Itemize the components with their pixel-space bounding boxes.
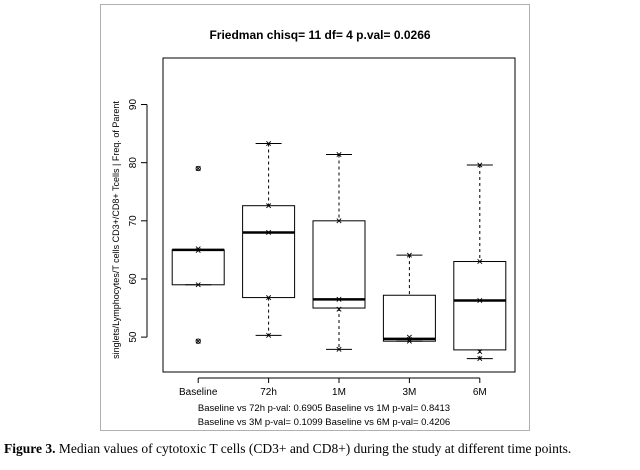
box-body <box>312 220 366 309</box>
data-point <box>336 306 342 312</box>
y-tick-label: 80 <box>128 157 139 169</box>
annotation-line-1: Baseline vs 72h p-val: 0.6905 Baseline v… <box>198 403 450 414</box>
box-body <box>382 294 436 342</box>
data-point <box>195 247 201 253</box>
y-tick-label: 70 <box>128 215 139 227</box>
data-point <box>477 349 483 355</box>
box-6m <box>453 162 507 362</box>
y-tick-label: 50 <box>128 331 139 343</box>
data-point <box>336 218 342 224</box>
data-point <box>266 203 272 209</box>
outlier-point <box>195 338 201 344</box>
data-point <box>195 165 201 171</box>
data-point <box>195 246 201 252</box>
data-point <box>266 332 272 338</box>
box-plot: Friedman chisq= 11 df= 4 p.val= 0.0266 5… <box>111 28 516 428</box>
data-point <box>477 356 483 362</box>
x-axis: Baseline 72h 1M 3M 6M <box>179 377 487 398</box>
data-point <box>477 297 483 303</box>
x-tick-label: 1M <box>332 387 346 398</box>
data-point <box>195 338 201 344</box>
outlier-point <box>195 165 201 172</box>
box-body <box>171 249 225 286</box>
data-point <box>406 252 412 258</box>
x-tick-label: 6M <box>473 387 487 398</box>
data-point <box>336 346 342 352</box>
data-point <box>266 140 272 146</box>
box-3m <box>382 252 436 344</box>
boxes-layer <box>171 140 507 362</box>
box-baseline <box>171 165 225 344</box>
y-axis: 50 60 70 80 90 <box>128 99 148 343</box>
x-tick-label: 72h <box>260 387 277 398</box>
data-point <box>406 338 412 344</box>
chart-title: Friedman chisq= 11 df= 4 p.val= 0.0266 <box>209 28 430 42</box>
data-point <box>266 295 272 301</box>
x-tick-label: Baseline <box>179 387 218 398</box>
chart-frame: Friedman chisq= 11 df= 4 p.val= 0.0266 5… <box>100 4 530 431</box>
data-point <box>195 282 201 288</box>
figure-caption: Figure 3. Median values of cytotoxic T c… <box>4 441 640 457</box>
box-1m <box>312 152 366 352</box>
annotation-line-2: Baseline vs 3M p-val= 0.1099 Baseline vs… <box>198 417 450 428</box>
box-body <box>242 205 296 299</box>
box-72h <box>242 140 296 338</box>
y-tick-label: 90 <box>128 99 139 111</box>
plot-area <box>162 57 516 373</box>
y-tick-label: 60 <box>128 273 139 285</box>
data-point <box>406 336 412 342</box>
caption-text: Median values of cytotoxic T cells (CD3+… <box>55 441 572 456</box>
box-body <box>453 261 507 351</box>
data-point <box>336 296 342 302</box>
data-point <box>477 259 483 265</box>
data-point <box>336 152 342 158</box>
data-point <box>266 229 272 235</box>
caption-label: Figure 3. <box>4 441 56 456</box>
y-axis-label: singlets/Lymphocytes/T cells CD3+/CD8+ T… <box>111 101 121 359</box>
data-point <box>477 162 483 168</box>
x-tick-label: 3M <box>402 387 416 398</box>
